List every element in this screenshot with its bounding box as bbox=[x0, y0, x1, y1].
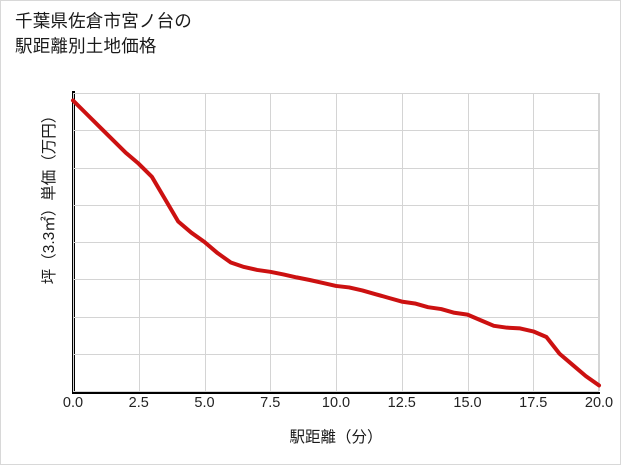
gridline-vertical bbox=[138, 93, 140, 391]
gridline-vertical bbox=[73, 93, 75, 391]
x-tick-label: 12.5 bbox=[387, 395, 416, 411]
x-tick-label: 0.0 bbox=[62, 395, 84, 411]
plot-area: 222324252627282930 0.02.55.07.510.012.51… bbox=[63, 91, 613, 411]
x-tick-label: 15.0 bbox=[453, 395, 482, 411]
gridline-vertical bbox=[401, 93, 403, 391]
x-tick-label: 20.0 bbox=[584, 395, 614, 411]
x-tick-label: 7.5 bbox=[260, 395, 281, 411]
gridline-horizontal bbox=[73, 391, 599, 393]
x-tick-label: 10.0 bbox=[321, 395, 351, 411]
series-polyline bbox=[71, 98, 601, 388]
gridline-vertical bbox=[533, 93, 535, 391]
price-distance-line-series bbox=[71, 98, 601, 388]
axis-spine-bottom bbox=[72, 391, 600, 394]
x-tick-label: 2.5 bbox=[128, 395, 149, 411]
x-tick-label: 5.0 bbox=[194, 395, 215, 411]
x-tick-label: 17.5 bbox=[519, 395, 548, 411]
gridline-vertical bbox=[467, 93, 469, 391]
gridline-vertical bbox=[336, 93, 338, 391]
chart-title: 千葉県佐倉市宮ノ台の 駅距離別土地価格 bbox=[15, 11, 192, 56]
x-axis-label: 駅距離（分） bbox=[289, 429, 383, 446]
gridline-vertical bbox=[599, 93, 601, 391]
gridline-vertical bbox=[270, 93, 272, 391]
y-axis-label: 坪（3.3㎡）単価（万円） bbox=[41, 107, 58, 285]
